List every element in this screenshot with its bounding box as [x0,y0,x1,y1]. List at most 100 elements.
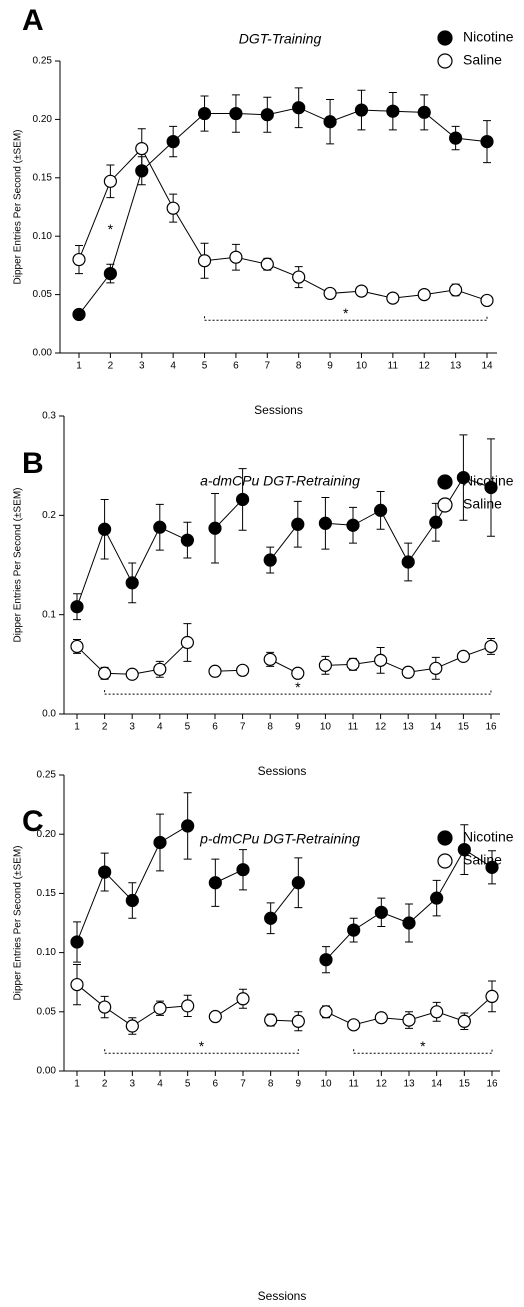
marker [236,492,250,507]
marker [97,522,112,536]
significance-star: * [199,1038,205,1054]
marker [318,516,332,530]
x-tick-label: 2 [102,722,108,733]
y-tick-label: 0.05 [37,1006,57,1017]
x-tick-label: 6 [233,361,239,372]
chart-title: DGT-Training [239,31,322,47]
marker [402,1013,416,1027]
x-tick-label: 3 [139,361,145,372]
x-tick-label: 15 [459,1079,471,1090]
marker [374,503,388,517]
marker [323,286,337,301]
marker [181,999,195,1013]
marker [291,666,305,680]
marker [449,131,463,145]
legend-label: Nicotine [463,473,514,489]
marker [153,662,167,676]
marker [417,288,431,302]
x-tick-label: 16 [486,1079,498,1090]
annotation: * [108,221,114,237]
marker [292,101,306,115]
marker [430,1005,444,1019]
marker [347,1018,361,1032]
marker [98,865,112,879]
marker [456,470,470,485]
significance-star: * [295,679,301,695]
y-tick-label: 0.25 [33,56,53,67]
marker [153,520,167,534]
x-tick-label: 2 [108,361,114,372]
marker [319,953,333,967]
y-tick-label: 0.00 [33,348,53,359]
marker [229,250,243,264]
legend-marker [437,497,453,513]
marker [456,649,470,663]
y-tick-label: 0.20 [33,114,53,125]
marker [197,254,212,268]
x-tick-label: 4 [170,361,176,372]
significance-star: * [420,1038,426,1054]
marker [236,663,250,677]
x-tick-label: 9 [296,1079,302,1090]
y-tick-label: 0.00 [37,1066,57,1077]
x-tick-label: 1 [74,722,80,733]
legend-label: Nicotine [463,29,514,45]
marker [103,266,117,281]
chart-panel: Ba-dmCPu DGT-Retraining Sessions Dipper En… [13,411,514,779]
marker [125,576,139,590]
x-tick-label: 9 [327,361,333,372]
x-tick-label: 5 [185,722,191,733]
marker [291,1014,305,1028]
marker [236,863,250,877]
legend-label: Saline [463,52,502,68]
y-tick-label: 0.0 [42,709,56,720]
significance-bracket [104,690,492,695]
x-tick-label: 14 [431,1079,443,1090]
marker [417,105,431,119]
x-tick-label: 3 [129,722,135,733]
significance-bracket [104,1049,299,1054]
series-line [78,107,488,315]
x-tick-label: 8 [267,722,273,733]
marker [208,1009,222,1024]
x-tick-label: 4 [157,1079,163,1090]
marker [374,905,388,919]
y-tick-label: 0.2 [42,510,56,521]
marker [264,1013,278,1027]
legend-marker [437,53,453,69]
series-line [269,523,299,561]
marker [103,174,117,188]
x-tick-label: 6 [212,722,218,733]
marker [374,653,388,667]
x-tick-label: 7 [240,722,246,733]
marker [208,521,222,535]
x-tick-label: 7 [240,1079,246,1090]
marker [125,1019,139,1033]
x-tick-label: 10 [320,1079,332,1090]
legend-marker [437,474,453,490]
marker [98,1000,112,1014]
x-tick-label: 8 [268,1079,274,1090]
marker [401,665,415,679]
marker [125,893,139,908]
x-tick-label: 8 [296,361,302,372]
significance-bracket [353,1049,493,1054]
y-tick-label: 0.15 [37,888,57,899]
marker [153,1001,167,1015]
x-tick-label: 11 [348,722,359,733]
marker [374,1011,388,1025]
legend-label: Saline [463,496,502,512]
marker [70,639,84,654]
y-tick-label: 0.05 [33,289,53,300]
x-tick-label: 5 [202,361,208,372]
marker [264,911,278,925]
marker [292,270,306,284]
legend-marker [437,830,453,846]
panel-letter: A [22,4,44,37]
significance-bracket [204,316,488,321]
x-axis-label: Sessions [258,764,307,778]
marker [430,891,444,905]
legend-label: Nicotine [463,829,514,845]
marker [485,860,499,874]
